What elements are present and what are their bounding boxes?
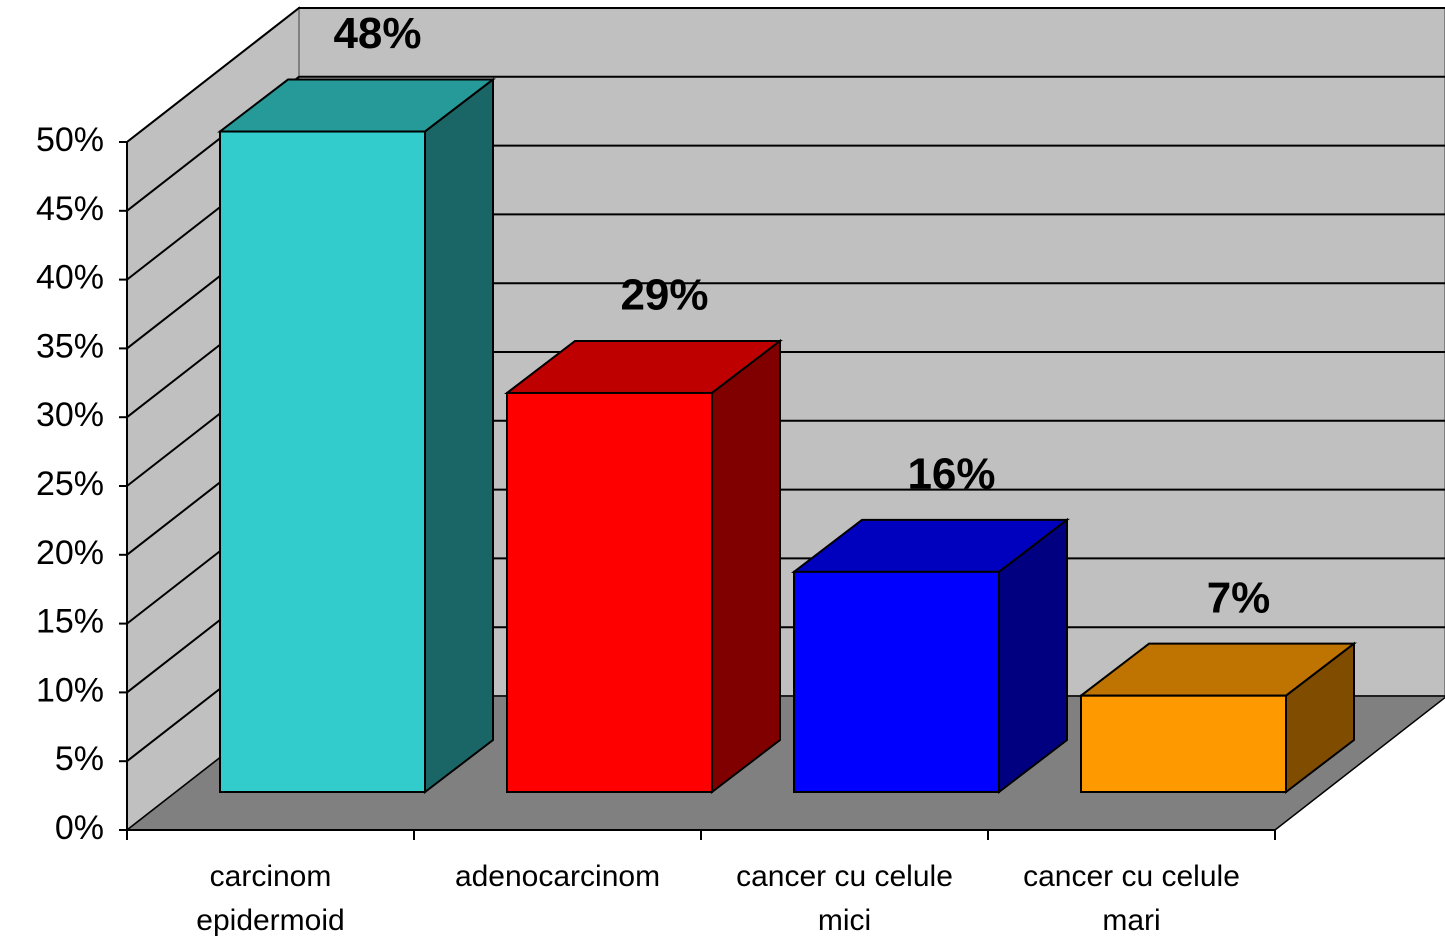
y-tick-label: 25% <box>36 465 104 503</box>
y-tick-label: 30% <box>36 396 104 434</box>
y-tick-label: 40% <box>36 259 104 297</box>
y-tick-label: 45% <box>36 190 104 228</box>
y-tick-label: 0% <box>55 809 104 847</box>
x-tick-label: cancer cu celule mici <box>736 860 953 937</box>
grid-line <box>126 75 1445 212</box>
y-tick-label: 10% <box>36 671 104 709</box>
bar-side <box>424 77 494 795</box>
x-tick-label: cancer cu celule mari <box>1023 860 1240 937</box>
bar <box>506 391 713 793</box>
bar <box>793 570 1000 794</box>
value-label: 16% <box>907 449 995 498</box>
bar-side <box>711 338 781 795</box>
y-tick-label: 50% <box>36 121 104 159</box>
bar <box>1080 694 1287 793</box>
y-tick-label: 15% <box>36 603 104 641</box>
value-label: 7% <box>1207 573 1271 622</box>
x-tick-label: adenocarcinom <box>454 860 661 893</box>
x-tick-label: carcinom epidermoid <box>196 860 345 937</box>
bar <box>219 130 426 793</box>
y-tick-label: 5% <box>55 740 104 778</box>
y-tick-label: 20% <box>36 534 104 572</box>
y-tick-label: 35% <box>36 327 104 365</box>
value-label: 48% <box>333 9 421 58</box>
value-label: 29% <box>620 271 708 320</box>
grid-line <box>126 7 1445 143</box>
